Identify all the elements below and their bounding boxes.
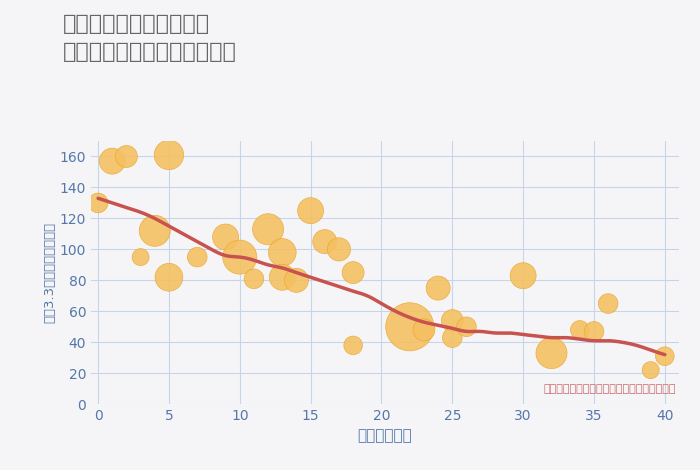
Point	[347, 269, 358, 276]
Point	[92, 199, 104, 207]
Point	[517, 272, 528, 280]
Point	[404, 323, 415, 330]
Point	[305, 207, 316, 214]
Point	[447, 317, 458, 324]
Point	[163, 274, 174, 281]
Point	[121, 153, 132, 160]
Point	[276, 274, 288, 281]
Point	[234, 253, 246, 261]
Point	[192, 253, 203, 261]
Point	[603, 300, 614, 307]
Point	[433, 284, 444, 292]
Point	[419, 326, 430, 334]
Point	[220, 233, 231, 241]
Point	[546, 349, 557, 357]
Point	[659, 352, 671, 360]
X-axis label: 築年数（年）: 築年数（年）	[358, 429, 412, 444]
Text: 奈良県奈良市興隆寺町の
築年数別中古マンション価格: 奈良県奈良市興隆寺町の 築年数別中古マンション価格	[63, 14, 237, 62]
Point	[447, 334, 458, 341]
Point	[319, 238, 330, 245]
Point	[290, 276, 302, 284]
Point	[589, 328, 600, 335]
Point	[645, 367, 657, 374]
Point	[149, 227, 160, 235]
Point	[135, 253, 146, 261]
Point	[461, 323, 472, 330]
Point	[163, 151, 174, 159]
Y-axis label: 坪（3.3㎡）単価（万円）: 坪（3.3㎡）単価（万円）	[44, 222, 57, 323]
Point	[276, 249, 288, 256]
Point	[347, 342, 358, 349]
Point	[333, 246, 344, 253]
Text: 円の大きさは、取引のあった物件面積を示す: 円の大きさは、取引のあった物件面積を示す	[544, 384, 676, 394]
Point	[262, 226, 274, 233]
Point	[248, 275, 260, 282]
Point	[574, 326, 585, 334]
Point	[106, 157, 118, 165]
